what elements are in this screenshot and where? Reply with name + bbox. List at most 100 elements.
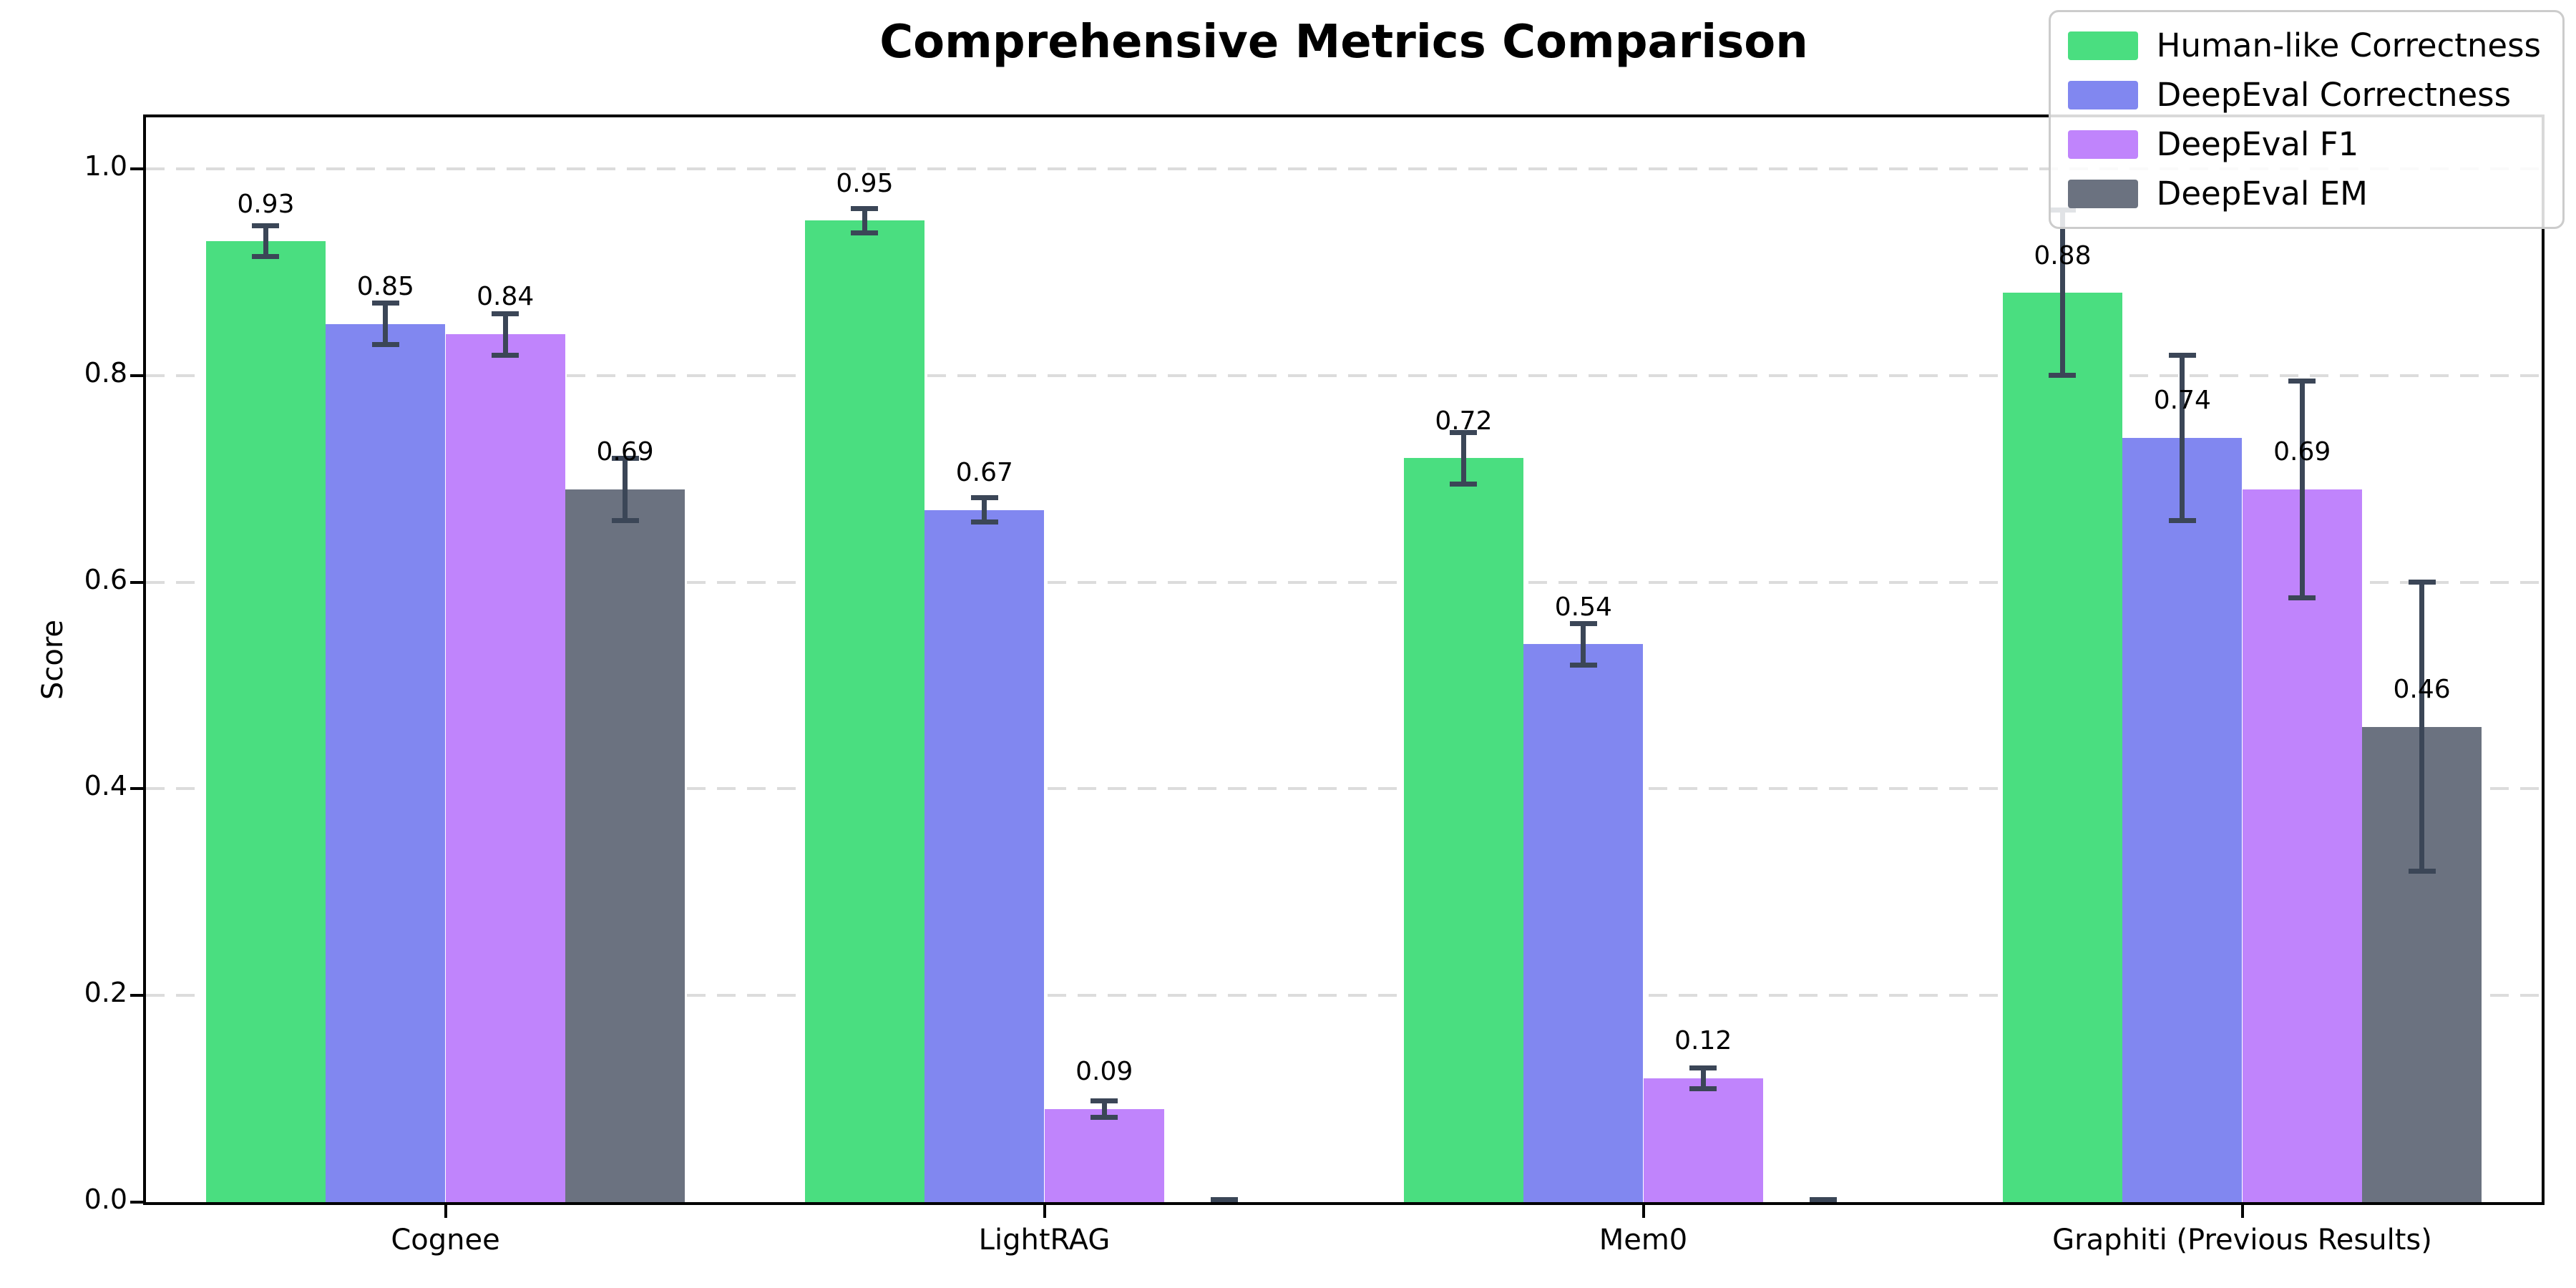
y-tick-mark bbox=[130, 787, 143, 791]
bar-value-label: 0.88 bbox=[2034, 240, 2092, 270]
y-tick-label: 0.2 bbox=[84, 977, 127, 1009]
bar-deepeval-f1 bbox=[445, 334, 565, 1202]
y-tick-label: 0.8 bbox=[84, 356, 127, 389]
error-bar-cap bbox=[1210, 1197, 1238, 1202]
error-bar bbox=[623, 458, 628, 521]
x-tick-mark bbox=[1043, 1205, 1046, 1218]
legend-item-label: DeepEval F1 bbox=[2156, 125, 2359, 163]
error-bar-cap bbox=[371, 342, 399, 348]
error-bar-cap bbox=[2049, 373, 2077, 379]
legend-swatch bbox=[2067, 130, 2138, 159]
plot-inner: 0.93 0.95 0.72 0.88 0.85 0.67 0.54 0.74 0.84 0.09… bbox=[146, 117, 2542, 1202]
bar-deepeval-correctness bbox=[2122, 437, 2243, 1202]
bar-human-like-correctness bbox=[2002, 293, 2123, 1202]
error-bar-cap bbox=[1091, 1098, 1118, 1104]
error-bar-cap bbox=[492, 311, 519, 316]
legend-item-label: DeepEval Correctness bbox=[2156, 76, 2512, 114]
gridline bbox=[146, 787, 2542, 791]
bar-deepeval-f1 bbox=[2242, 489, 2362, 1202]
bar-deepeval-correctness bbox=[924, 509, 1045, 1202]
bar-deepeval-em bbox=[565, 489, 686, 1202]
bar-value-label: 0.09 bbox=[1075, 1057, 1133, 1087]
y-tick-label: 0.0 bbox=[84, 1184, 127, 1215]
plot-area: 0.93 0.95 0.72 0.88 0.85 0.67 0.54 0.74 0.84 0.09… bbox=[143, 114, 2545, 1205]
error-bar-cap bbox=[1450, 482, 1478, 487]
error-bar-cap bbox=[2168, 517, 2196, 523]
error-bar bbox=[383, 303, 389, 345]
error-bar-cap bbox=[1569, 620, 1597, 626]
x-tick-mark bbox=[1641, 1205, 1645, 1218]
y-tick-mark bbox=[130, 1201, 143, 1204]
error-bar-cap bbox=[611, 455, 639, 461]
error-bar bbox=[1460, 432, 1466, 484]
bar-value-label: 0.85 bbox=[356, 272, 414, 301]
error-bar bbox=[1101, 1101, 1107, 1118]
error-bar-cap bbox=[1450, 429, 1478, 435]
error-bar bbox=[263, 225, 268, 257]
legend-swatch bbox=[2067, 179, 2138, 208]
bar-value-label: 0.74 bbox=[2153, 385, 2211, 415]
y-tick-mark bbox=[130, 580, 143, 584]
legend-item: DeepEval F1 bbox=[2067, 125, 2541, 163]
legend-item-label: Human-like Correctness bbox=[2156, 26, 2541, 64]
error-bar bbox=[2299, 381, 2305, 598]
x-category-label: Graphiti (Previous Results) bbox=[2052, 1224, 2432, 1257]
bar-value-label: 0.84 bbox=[477, 282, 535, 312]
x-category-label: LightRAG bbox=[978, 1224, 1111, 1257]
y-tick-mark bbox=[130, 167, 143, 171]
error-bar bbox=[2419, 582, 2425, 872]
gridline bbox=[146, 167, 2542, 171]
error-bar bbox=[1700, 1068, 1706, 1089]
error-bar-cap bbox=[2408, 869, 2436, 874]
y-tick-label: 0.4 bbox=[84, 770, 127, 802]
error-bar-cap bbox=[970, 494, 998, 500]
gridline bbox=[146, 580, 2542, 584]
error-bar-cap bbox=[970, 519, 998, 525]
x-category-label: Cognee bbox=[391, 1224, 500, 1257]
error-bar bbox=[982, 497, 987, 522]
chart-title: Comprehensive Metrics Comparison bbox=[879, 16, 1808, 69]
legend-item: DeepEval EM bbox=[2067, 175, 2541, 213]
y-tick-mark bbox=[130, 374, 143, 377]
legend-item-label: DeepEval EM bbox=[2156, 175, 2368, 213]
bar-human-like-correctness bbox=[205, 241, 326, 1202]
bar-value-label: 0.95 bbox=[836, 168, 894, 198]
y-axis-label: Score bbox=[36, 619, 69, 701]
error-bar-cap bbox=[611, 517, 639, 523]
x-tick-mark bbox=[444, 1205, 447, 1218]
error-bar-cap bbox=[1569, 662, 1597, 668]
bar-human-like-correctness bbox=[804, 220, 925, 1202]
y-tick-mark bbox=[130, 994, 143, 997]
bar-value-label: 0.54 bbox=[1554, 592, 1612, 622]
bar-value-label: 0.67 bbox=[955, 457, 1013, 487]
error-bar-cap bbox=[1689, 1085, 1717, 1091]
gridline bbox=[146, 994, 2542, 997]
error-bar-cap bbox=[2288, 378, 2316, 384]
error-bar-cap bbox=[252, 254, 280, 260]
bar-value-label: 0.93 bbox=[237, 189, 295, 219]
error-bar bbox=[862, 208, 867, 233]
error-bar bbox=[2180, 355, 2185, 521]
bar-value-label: 0.46 bbox=[2393, 675, 2451, 705]
y-tick-label: 0.6 bbox=[84, 563, 127, 595]
gridline bbox=[146, 374, 2542, 377]
bar-deepeval-f1 bbox=[1643, 1078, 1763, 1202]
error-bar-cap bbox=[851, 230, 879, 236]
bar-deepeval-correctness bbox=[326, 323, 446, 1202]
error-bar-cap bbox=[2408, 580, 2436, 585]
legend: Human-like Correctness DeepEval Correctne… bbox=[2048, 10, 2565, 229]
x-tick-mark bbox=[2240, 1205, 2244, 1218]
x-category-label: Mem0 bbox=[1599, 1224, 1688, 1257]
legend-swatch bbox=[2067, 31, 2138, 60]
bar-value-label: 0.12 bbox=[1674, 1025, 1732, 1055]
error-bar bbox=[2059, 210, 2065, 376]
bar-human-like-correctness bbox=[1403, 458, 1524, 1202]
error-bar bbox=[502, 313, 508, 356]
error-bar bbox=[1581, 623, 1586, 665]
legend-item: DeepEval Correctness bbox=[2067, 76, 2541, 114]
bar-deepeval-f1 bbox=[1044, 1109, 1164, 1202]
bar-value-label: 0.69 bbox=[596, 437, 654, 467]
bar-value-label: 0.72 bbox=[1435, 406, 1493, 436]
bar-deepeval-correctness bbox=[1523, 644, 1644, 1202]
